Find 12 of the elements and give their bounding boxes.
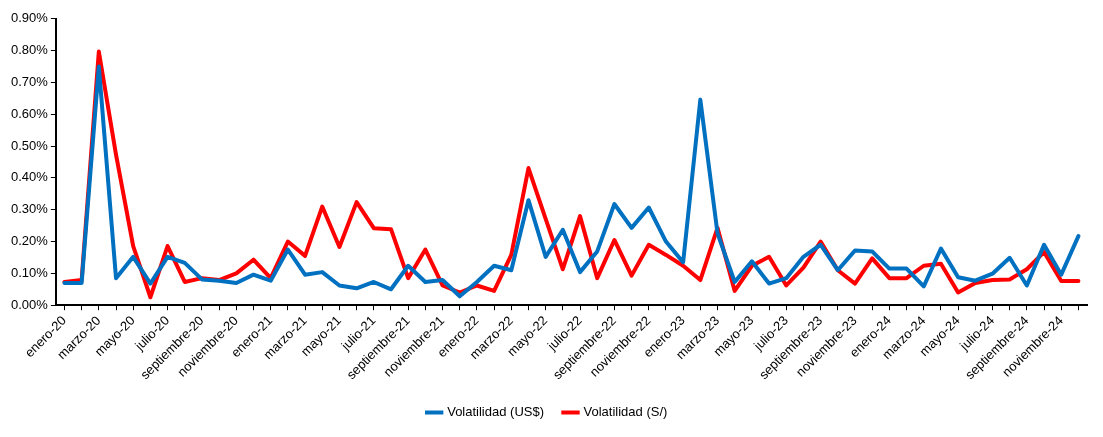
y-tick-label: 0.40%: [10, 169, 49, 185]
y-tick-label: 0.30%: [10, 201, 49, 217]
y-tick-label: 0.00%: [10, 296, 49, 312]
y-tick-label: 0.90%: [10, 10, 49, 26]
y-tick-label: 0.70%: [10, 74, 49, 90]
y-tick-label: 0.10%: [10, 264, 49, 280]
y-tick-label: 0.80%: [10, 42, 49, 58]
y-tick-label: 0.60%: [10, 105, 49, 121]
legend-label: Volatilidad (US$): [447, 404, 544, 420]
legend-label: Volatilidad (S/): [583, 404, 668, 420]
y-tick-label: 0.50%: [10, 137, 49, 153]
y-tick-label: 0.20%: [10, 233, 49, 249]
